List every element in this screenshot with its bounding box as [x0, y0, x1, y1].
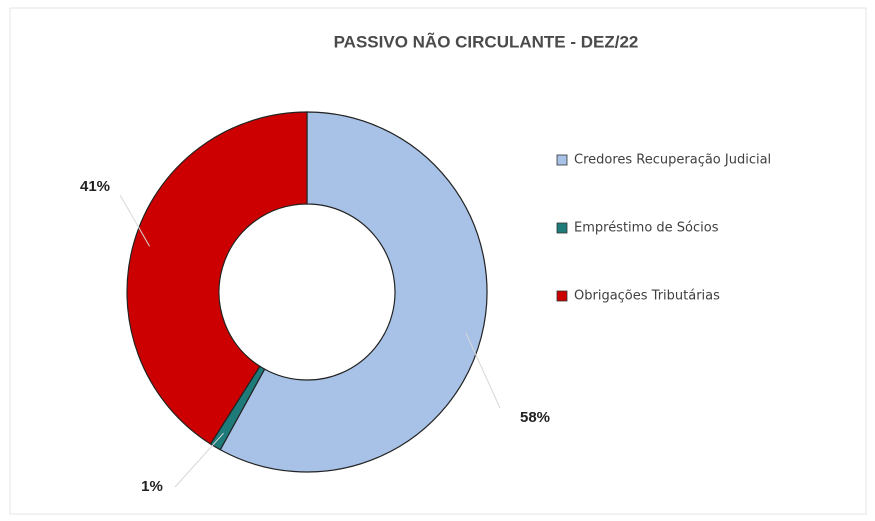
legend-label: Credores Recuperação Judicial — [574, 153, 771, 168]
legend-label: Empréstimo de Sócios — [574, 221, 719, 236]
chart-title: PASSIVO NÃO CIRCULANTE - DEZ/22 — [334, 31, 639, 51]
leader-line — [174, 432, 224, 488]
legend-swatch — [556, 154, 568, 166]
leader-line — [465, 332, 501, 409]
data-label: 58% — [520, 409, 550, 426]
legend-label: Obrigações Tributárias — [574, 289, 720, 304]
legend-swatch — [556, 290, 568, 302]
leader-line — [119, 194, 150, 247]
donut-slice — [126, 111, 308, 445]
donut-slice — [219, 111, 488, 473]
data-label: 41% — [80, 178, 110, 195]
legend-swatch — [556, 222, 568, 234]
data-label: 1% — [141, 478, 163, 495]
